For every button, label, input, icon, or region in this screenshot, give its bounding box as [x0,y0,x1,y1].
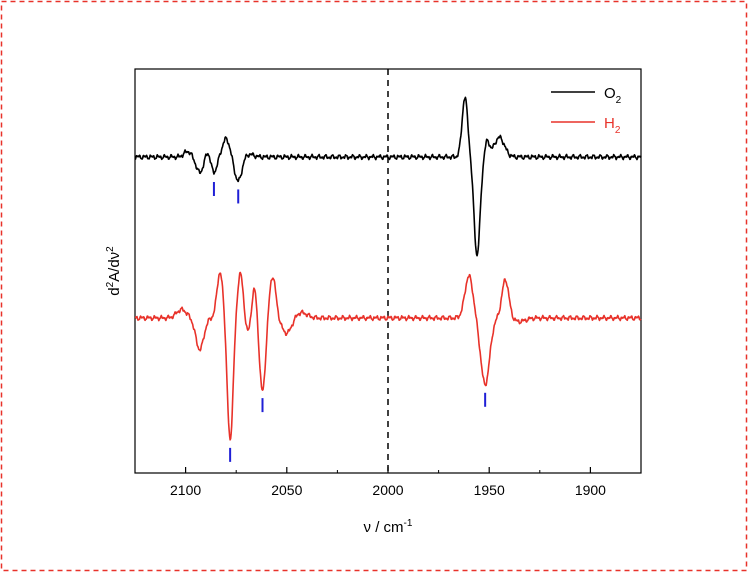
x-tick-label: 1950 [474,482,505,498]
x-tick-label: 2100 [170,482,201,498]
x-ticks: 2100 2050 2000 1950 1900 [134,467,642,498]
x-tick-label: 1900 [575,482,606,498]
plot-area: 2100 2050 2000 1950 1900 [134,68,642,498]
series-layer [134,96,642,441]
series-line-h2 [134,271,642,441]
legend-label-h2: H2 [604,115,621,136]
y-axis-label: d2A/dν2 [105,246,123,296]
x-tick-label: 2000 [372,482,403,498]
legend-label-o2: O2 [604,85,622,106]
peak-markers [212,182,487,462]
series-line-o2 [134,96,642,257]
x-tick-label: 2050 [271,482,302,498]
x-axis-label: ν / cm-1 [364,518,413,536]
